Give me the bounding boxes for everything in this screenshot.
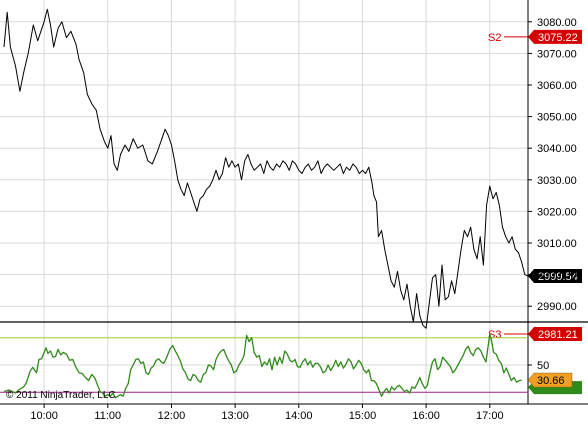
y-tick-label: 3040.00 [537, 143, 577, 155]
x-tick-label: 10:00 [30, 410, 58, 422]
x-tick-label: 15:00 [349, 410, 377, 422]
last-price-tag-text: 2999.54 [538, 271, 578, 283]
y-tick-label: 3030.00 [537, 175, 577, 187]
pivot-tag-text-s2: 3075.22 [538, 32, 578, 44]
pivot-tag-text-s3: 2981.21 [538, 329, 578, 341]
pivot-tag-s2 [528, 29, 582, 44]
indicator-value-tag [527, 372, 573, 388]
last-price-tag [528, 269, 582, 284]
y-tick-label: 3020.00 [537, 206, 577, 218]
copyright-text: © 2011 NinjaTrader, LLC [6, 390, 116, 401]
price-line [3, 8, 529, 329]
y-tick-label: 2990.00 [537, 301, 577, 313]
x-tick-label: 12:00 [158, 410, 186, 422]
y-tick-label: 3060.00 [537, 80, 577, 92]
x-tick-label: 11:00 [94, 410, 121, 422]
y-tick-label: 3050.00 [537, 112, 577, 124]
y-tick-label: 3010.00 [537, 238, 577, 250]
y-tick-label: 3070.00 [537, 48, 577, 60]
x-tick-label: 14:00 [285, 410, 313, 422]
x-tick-label: 17:00 [476, 410, 504, 422]
y-tick-label: 3080.00 [537, 17, 577, 29]
x-tick-label: 13:00 [221, 410, 249, 422]
x-tick-label: 16:00 [412, 410, 440, 422]
chart-frame [0, 0, 588, 405]
indicator-tick-label: 50 [537, 360, 549, 372]
axes: 10:00 11:00 12:00 13:00 14:00 15:00 16:00 17:00… [30, 17, 576, 422]
indicator-value-tag-text: 30.66 [537, 375, 565, 387]
y-tick-label: 3000.00 [537, 270, 577, 282]
indicator-line [3, 333, 522, 399]
grid [0, 0, 528, 404]
indicator-panel: 30.66 [0, 333, 582, 399]
pivot-tag-s3 [528, 326, 582, 341]
pivot-label-s2: S2 [488, 32, 501, 44]
